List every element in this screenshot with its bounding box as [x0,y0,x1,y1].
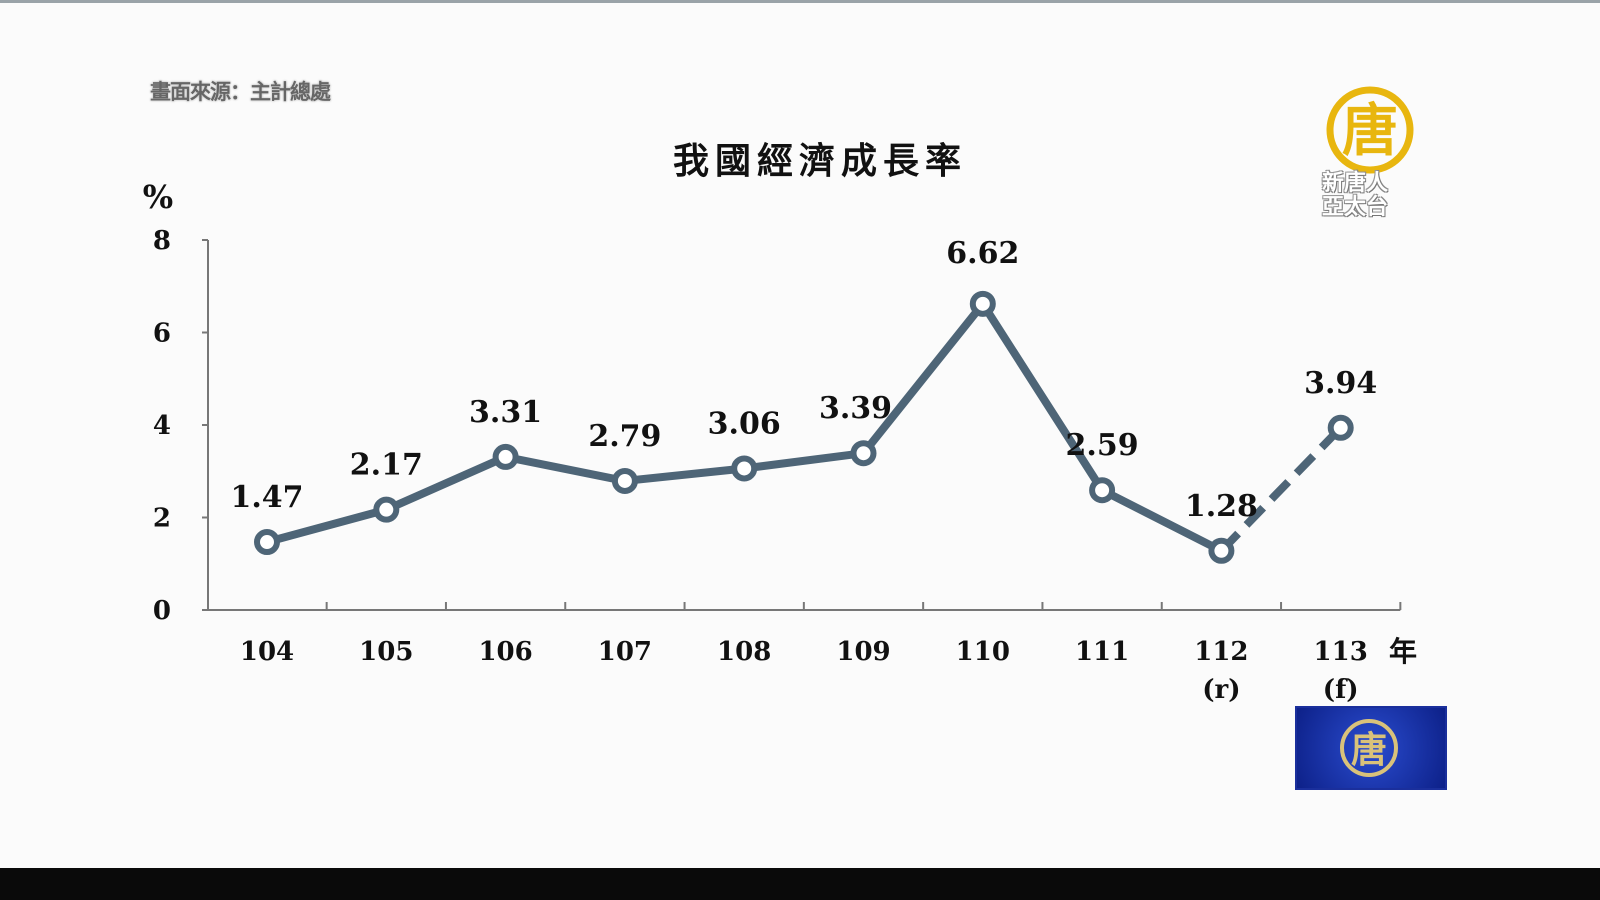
x-tick-label: 109 [836,637,890,667]
data-label: 2.17 [350,448,423,483]
x-tick-label: 108 [717,637,771,667]
data-label: 3.31 [469,395,542,430]
svg-text:唐: 唐 [1342,98,1398,164]
x-axis-unit: 年 [1389,635,1417,668]
data-point [492,443,519,470]
top-border [0,0,1600,3]
data-point [731,455,758,482]
svg-text:唐: 唐 [1351,729,1387,771]
station-bug: 唐 [1295,706,1447,790]
y-tick-label: 6 [153,319,171,349]
x-tick-label: 107 [598,637,652,667]
y-axis-unit: % [143,178,173,216]
x-tick-label: 104 [240,637,294,667]
x-tick-label: 113 [1314,637,1368,667]
logo-line1: 新唐人 [1322,171,1389,196]
x-tick-note: (f) [1323,675,1359,705]
series-line-forecast [1218,424,1344,554]
data-label: 2.59 [1066,428,1139,463]
data-point [611,467,638,494]
y-tick-label: 0 [153,596,171,626]
data-point [1089,477,1116,504]
x-tick-label: 110 [956,637,1010,667]
y-tick-label: 4 [153,411,171,441]
x-tick-label: 105 [359,637,413,667]
y-tick-label: 8 [153,226,171,256]
data-point [373,496,400,523]
data-label: 6.62 [946,236,1019,271]
logo-line2: 亞太台 [1322,195,1389,220]
y-tick-label: 2 [153,504,171,534]
data-label: 2.79 [588,419,661,454]
data-label: 1.28 [1185,489,1258,524]
ntd-logo: 唐 [1326,86,1414,174]
data-label: 3.94 [1304,366,1377,401]
data-point [850,440,877,467]
x-tick-label: 111 [1075,637,1129,667]
ntd-logo-text: 新唐人 亞太台 [1322,172,1432,220]
data-label: 1.47 [230,480,303,515]
data-point [254,529,280,556]
data-point [1208,537,1235,564]
chart-title: 我國經濟成長率 [672,140,967,182]
data-point [1327,414,1354,441]
data-label: 3.39 [819,391,892,426]
x-tick-label: 106 [478,637,532,667]
data-label: 3.06 [708,406,781,441]
source-caption: 畫面來源：主計總處 [150,80,331,104]
x-tick-note: (r) [1202,675,1240,705]
bottom-bar [0,868,1600,900]
data-point [969,290,996,317]
x-tick-label: 112 [1194,637,1248,667]
